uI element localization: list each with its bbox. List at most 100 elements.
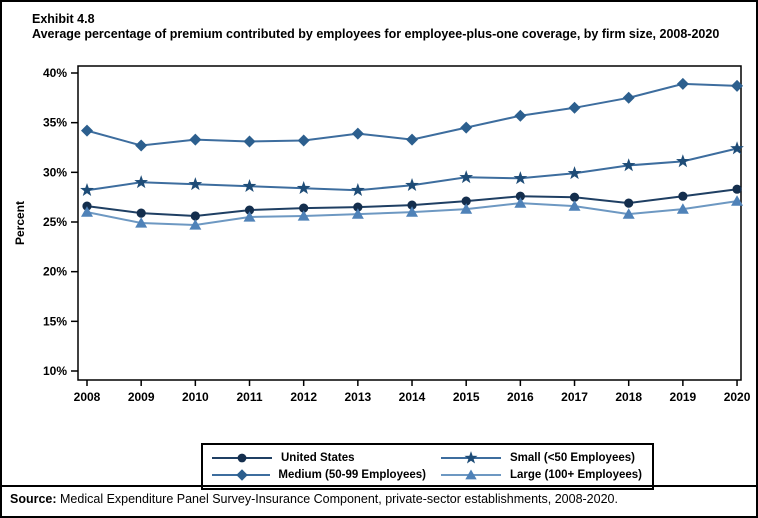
triangle-marker xyxy=(351,208,364,219)
star-marker xyxy=(567,166,582,180)
triangle-marker xyxy=(465,468,477,479)
legend-label: Small (<50 Employees) xyxy=(510,451,635,464)
circle-marker xyxy=(82,201,92,211)
circle-marker xyxy=(624,198,634,208)
y-tick-label: 25% xyxy=(43,215,67,229)
star-marker xyxy=(405,178,419,192)
diamond-marker xyxy=(351,127,364,140)
x-tick-label: 2017 xyxy=(561,390,588,404)
circle-marker xyxy=(244,205,255,215)
x-tick-label: 2018 xyxy=(615,390,642,404)
star-marker xyxy=(621,158,636,172)
page-title: Average percentage of premium contribute… xyxy=(32,27,720,41)
star-marker xyxy=(513,171,528,185)
circle-marker xyxy=(407,200,417,210)
series-small-50-employees xyxy=(80,141,744,197)
circle-marker xyxy=(461,196,471,206)
legend-item-medium: Medium (50-99 Employees) xyxy=(211,466,426,483)
y-tick-label: 15% xyxy=(43,314,67,328)
circle-marker xyxy=(515,191,525,201)
diamond-marker xyxy=(81,124,93,137)
triangle-marker xyxy=(135,217,148,228)
diamond-marker xyxy=(514,109,527,122)
circle-marker xyxy=(136,208,146,218)
x-tick-label: 2008 xyxy=(74,390,101,404)
diamond-marker xyxy=(297,134,310,147)
legend-grid: United States Small (<50 Employees) Medi… xyxy=(211,449,642,483)
diamond-marker xyxy=(622,91,635,104)
y-tick-label: 35% xyxy=(43,116,67,130)
series-united-states xyxy=(82,184,742,221)
x-tick-label: 2013 xyxy=(344,390,371,404)
circle-marker xyxy=(569,192,580,202)
circle-marker xyxy=(732,184,742,194)
y-tick-label: 20% xyxy=(43,265,67,279)
triangle-marker xyxy=(622,208,635,219)
triangle-marker xyxy=(81,206,93,217)
footer-divider xyxy=(2,485,756,487)
legend-item-united-states: United States xyxy=(211,449,426,466)
source-label: Source: xyxy=(10,492,57,506)
diamond-marker xyxy=(236,468,248,481)
circle-marker xyxy=(678,191,688,201)
circle-marker xyxy=(190,211,200,221)
exhibit-number: Exhibit 4.8 xyxy=(32,12,95,26)
x-tick-label: 2014 xyxy=(399,390,426,404)
triangle-marker-icon xyxy=(441,468,501,479)
title-block: Exhibit 4.8 Average percentage of premiu… xyxy=(32,12,732,42)
star-marker xyxy=(80,183,94,197)
diamond-marker xyxy=(731,79,744,92)
triangle-marker xyxy=(297,210,310,221)
legend-label: United States xyxy=(281,451,355,464)
star-marker-icon xyxy=(441,450,501,464)
chart-legend: United States Small (<50 Employees) Medi… xyxy=(201,443,654,490)
series-large-100-employees xyxy=(81,195,744,230)
source-text: Medical Expenditure Panel Survey-Insuran… xyxy=(56,492,618,506)
legend-label: Medium (50-99 Employees) xyxy=(278,468,426,481)
y-tick-label: 40% xyxy=(43,66,67,80)
triangle-marker xyxy=(189,219,202,230)
x-tick-label: 2020 xyxy=(724,390,751,404)
star-marker xyxy=(351,183,365,197)
line-chart: 40% 35% 30% 25% 20% 15% 10% Percent 2008 2009 2010… xyxy=(13,65,751,404)
diamond-marker xyxy=(676,77,689,90)
star-marker xyxy=(459,170,474,184)
x-tick-label: 2009 xyxy=(128,390,155,404)
star-marker xyxy=(296,181,311,195)
x-tick-label: 2012 xyxy=(290,390,317,404)
star-marker xyxy=(242,179,257,193)
star-marker xyxy=(134,175,149,189)
diamond-marker xyxy=(135,139,148,152)
triangle-marker xyxy=(731,195,744,206)
diamond-marker xyxy=(189,133,202,146)
x-tick-label: 2016 xyxy=(507,390,534,404)
diamond-marker-icon xyxy=(212,468,271,481)
star-marker xyxy=(464,450,478,464)
x-tick-label: 2019 xyxy=(670,390,697,404)
legend-label: Large (100+ Employees) xyxy=(510,468,642,481)
y-tick-label: 10% xyxy=(43,364,67,378)
triangle-marker xyxy=(406,206,419,217)
triangle-marker xyxy=(460,203,473,214)
circle-marker xyxy=(353,202,363,212)
legend-item-large: Large (100+ Employees) xyxy=(440,466,642,483)
triangle-marker xyxy=(568,200,581,211)
star-marker xyxy=(188,177,203,191)
diamond-marker xyxy=(243,135,256,148)
diamond-marker xyxy=(406,133,419,146)
x-tick-label: 2011 xyxy=(236,390,262,404)
source-note: Source: Medical Expenditure Panel Survey… xyxy=(10,492,618,506)
circle-marker xyxy=(299,203,309,213)
x-tick-label: 2010 xyxy=(182,390,209,404)
circle-marker-icon xyxy=(212,453,272,462)
legend-item-small: Small (<50 Employees) xyxy=(440,449,642,466)
plot-frame xyxy=(77,65,742,381)
diamond-marker xyxy=(568,101,581,114)
star-marker xyxy=(676,154,690,168)
triangle-marker xyxy=(514,197,527,208)
x-tick-label: 2015 xyxy=(453,390,480,404)
triangle-marker xyxy=(243,211,256,222)
y-axis-label: Percent xyxy=(13,201,27,245)
triangle-marker xyxy=(676,203,689,214)
